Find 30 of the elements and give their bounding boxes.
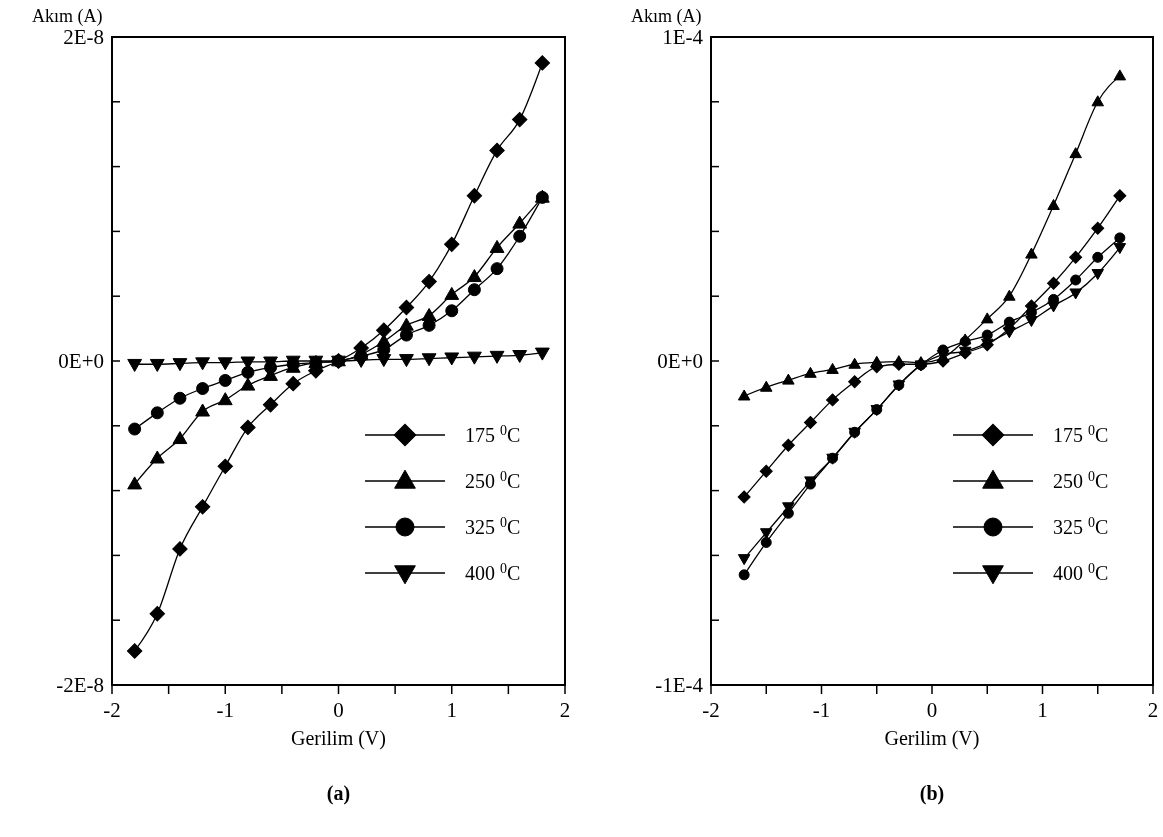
x-tick-label: 1 bbox=[446, 698, 457, 722]
legend-label: 325 $^{0}$C bbox=[1053, 514, 1109, 538]
legend-label: 250 $^{0}$C bbox=[465, 468, 521, 492]
legend-label: 400 $^{0}$C bbox=[1053, 560, 1109, 584]
x-tick-label: -2 bbox=[702, 698, 720, 722]
x-tick-label: -1 bbox=[216, 698, 234, 722]
y-tick-label: 1E-4 bbox=[662, 25, 704, 50]
x-tick-label: -2 bbox=[103, 698, 121, 722]
legend-label: 400 $^{0}$C bbox=[465, 560, 521, 584]
y-axis-title: Akım (A) bbox=[32, 6, 103, 27]
y-tick-label: 2E-8 bbox=[63, 25, 104, 50]
x-axis-title: Gerilim (V) bbox=[884, 727, 980, 750]
text: (b) bbox=[919, 782, 945, 805]
legend-label: 175 $^{0}$C bbox=[1053, 422, 1109, 446]
legend-label: 250 $^{0}$C bbox=[1053, 468, 1109, 492]
x-tick-label: 0 bbox=[926, 698, 938, 722]
x-tick-label: 1 bbox=[1037, 698, 1048, 722]
y-tick-label: -2E-8 bbox=[56, 673, 104, 698]
y-tick-label: 0E+0 bbox=[58, 349, 104, 374]
y-axis-title: Akım (A) bbox=[631, 6, 702, 27]
x-tick-label: 2 bbox=[1147, 698, 1159, 722]
x-tick-label: -1 bbox=[812, 698, 831, 722]
x-tick-label: 0 bbox=[333, 698, 344, 722]
text: (a) bbox=[326, 782, 351, 805]
y-tick-label: -1E-4 bbox=[655, 673, 704, 698]
legend-label: 175 $^{0}$C bbox=[465, 422, 521, 446]
y-tick-label: 0E+0 bbox=[657, 349, 703, 374]
x-tick-label: 2 bbox=[559, 698, 571, 722]
x-axis-title: Gerilim (V) bbox=[291, 727, 386, 750]
legend-label: 325 $^{0}$C bbox=[465, 514, 521, 538]
